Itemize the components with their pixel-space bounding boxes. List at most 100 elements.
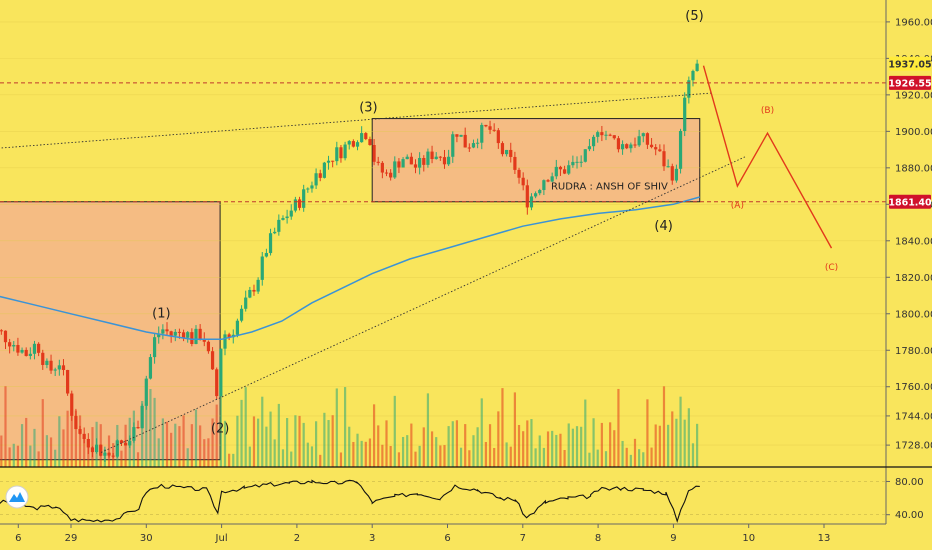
volume-bar (596, 449, 599, 467)
volume-bar (70, 395, 73, 467)
volume-bar (29, 445, 32, 467)
candle-body (683, 97, 687, 131)
volume-bar (323, 412, 326, 467)
grid (0, 21, 886, 446)
candle-body (161, 329, 165, 334)
candle-body (169, 331, 173, 336)
volume-bar (534, 448, 537, 467)
volume-bar (277, 403, 280, 467)
volume-bar (435, 437, 438, 467)
candle-body (281, 218, 285, 220)
candle-body (538, 190, 542, 194)
candle-body (343, 144, 347, 159)
candle-body (82, 433, 86, 439)
projection-label: (C) (825, 263, 838, 273)
candle-body (376, 161, 380, 163)
candle-body (405, 156, 409, 160)
volume-bar (165, 421, 169, 467)
candle-body (579, 161, 583, 163)
candle-body (152, 337, 157, 358)
volume-bar (522, 431, 525, 467)
candle-body (20, 349, 24, 353)
candle-body (347, 141, 351, 145)
volume-bar (269, 411, 272, 467)
price-tag-label: 1926.55 (888, 78, 931, 89)
volume-bar (356, 433, 359, 467)
volume-bar (190, 424, 193, 467)
volume-bar (327, 420, 330, 467)
candle-body (227, 334, 231, 338)
candle-body (239, 308, 244, 321)
candle-body (111, 455, 115, 457)
volume-bar (339, 452, 343, 467)
candle-body (49, 360, 53, 371)
volume-bar (418, 445, 421, 467)
candle-body (235, 320, 240, 335)
candle-body (397, 161, 401, 168)
volume-bar (315, 421, 318, 467)
candle-body (302, 189, 306, 208)
candle-body (500, 143, 505, 155)
volume-bar (310, 446, 314, 467)
volume-bar (567, 423, 570, 467)
price-tick-label: 1960.00 (895, 17, 932, 28)
candle-body (103, 452, 107, 456)
volume-bar (207, 438, 210, 467)
volume-bar (455, 420, 459, 467)
candle-body (219, 348, 223, 397)
time-axis[interactable]: 6 29 30 Jul 2 3 6 7 8 9 10 13 (15, 524, 830, 544)
volume-bar (617, 388, 620, 467)
candle-body (505, 149, 509, 155)
price-tag (889, 56, 931, 71)
candle-body (562, 169, 567, 174)
volume-bar (182, 415, 185, 467)
candles (0, 59, 699, 462)
volume-bar (161, 418, 164, 467)
candle-body (670, 166, 674, 181)
volume-bar (331, 415, 334, 467)
volume-bar (45, 435, 49, 467)
candle-body (28, 353, 32, 356)
volume-bar (468, 450, 471, 467)
volume-bar (25, 417, 28, 467)
candle-body (380, 162, 384, 173)
volume-bar (513, 392, 516, 467)
candle-body (285, 216, 289, 219)
volume-bar (203, 439, 206, 467)
volume-bar (87, 444, 90, 467)
candle-body (136, 427, 140, 429)
time-tick-label: 7 (520, 533, 526, 544)
volume-bar (526, 420, 529, 467)
time-tick-label: 8 (595, 533, 601, 544)
volume-bar (174, 423, 177, 467)
volume-bar (66, 410, 69, 467)
tradingview-logo[interactable] (5, 485, 29, 509)
level-lines (0, 82, 886, 203)
candle-body (314, 173, 318, 186)
volume-bar (600, 422, 603, 467)
volume-bar (484, 441, 488, 467)
volume-bar (609, 422, 612, 467)
candle-body (451, 134, 455, 157)
volume-bar (430, 431, 434, 467)
volume-bar (584, 399, 587, 467)
time-tick-label: 6 (15, 533, 21, 544)
candle-body (331, 160, 335, 162)
volume-bar (335, 388, 338, 467)
volume-bar (509, 446, 512, 467)
candle-body (583, 149, 587, 162)
candle-body (297, 199, 302, 208)
volume-bar (186, 448, 189, 467)
candle-body (3, 330, 8, 343)
time-tick-label: 3 (369, 533, 375, 544)
candle-body (244, 297, 248, 309)
time-tick-label: 10 (742, 533, 755, 544)
candle-body (384, 172, 389, 174)
volume-bar (149, 389, 152, 467)
projection-line (702, 65, 833, 249)
candle-body (459, 134, 463, 137)
candle-body (567, 165, 571, 174)
candle-body (339, 147, 343, 159)
volume-bar (551, 430, 554, 467)
